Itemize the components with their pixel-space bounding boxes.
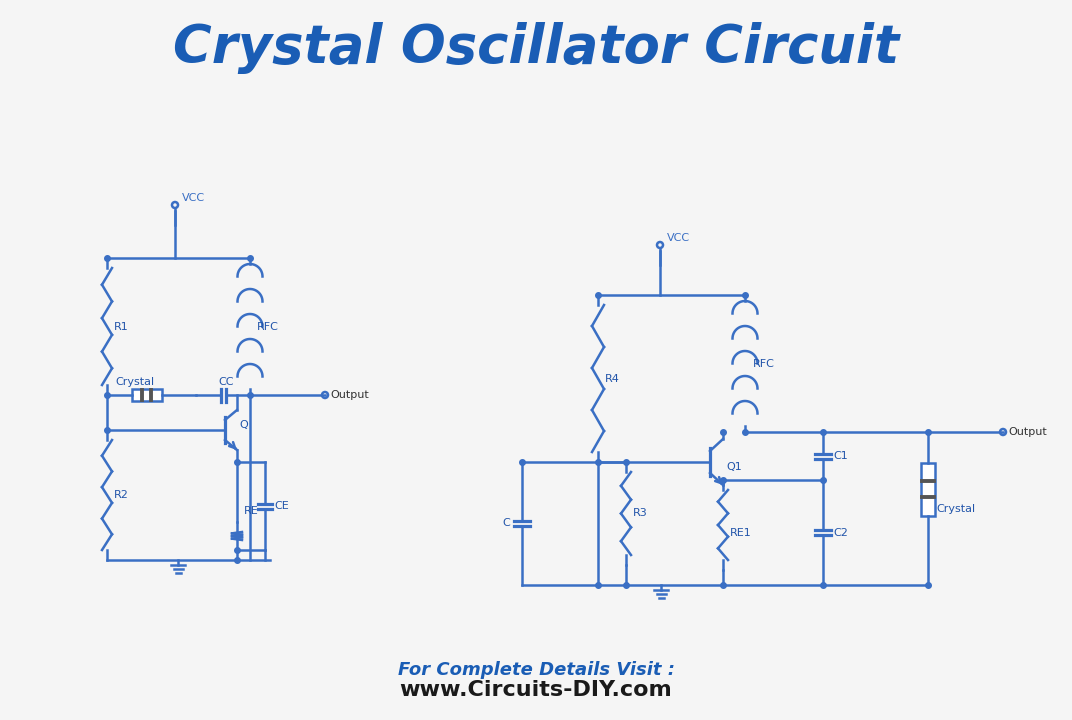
Text: RFC: RFC (753, 359, 775, 369)
Text: CC: CC (218, 377, 234, 387)
Text: Q: Q (239, 420, 248, 430)
Text: C2: C2 (833, 528, 848, 538)
Text: R1: R1 (114, 322, 129, 331)
Text: Q1: Q1 (726, 462, 742, 472)
Text: Crystal: Crystal (936, 503, 976, 513)
Text: RE: RE (244, 506, 258, 516)
Text: R2: R2 (114, 490, 129, 500)
Text: VCC: VCC (182, 193, 205, 203)
Text: Output: Output (330, 390, 369, 400)
Text: CE: CE (274, 501, 288, 511)
Text: R3: R3 (632, 508, 647, 518)
Text: Crystal Oscillator Circuit: Crystal Oscillator Circuit (173, 22, 899, 74)
Text: C: C (502, 518, 510, 528)
Text: R4: R4 (605, 374, 620, 384)
Bar (921, 463, 935, 516)
Text: RE1: RE1 (730, 528, 751, 538)
Text: VCC: VCC (667, 233, 690, 243)
Text: www.Circuits-DIY.com: www.Circuits-DIY.com (400, 680, 672, 700)
Text: Crystal: Crystal (115, 377, 154, 387)
Bar (132, 389, 162, 401)
Text: C1: C1 (833, 451, 848, 461)
Text: RFC: RFC (257, 322, 279, 331)
Text: Output: Output (1008, 427, 1046, 437)
Text: For Complete Details Visit :: For Complete Details Visit : (398, 661, 674, 679)
